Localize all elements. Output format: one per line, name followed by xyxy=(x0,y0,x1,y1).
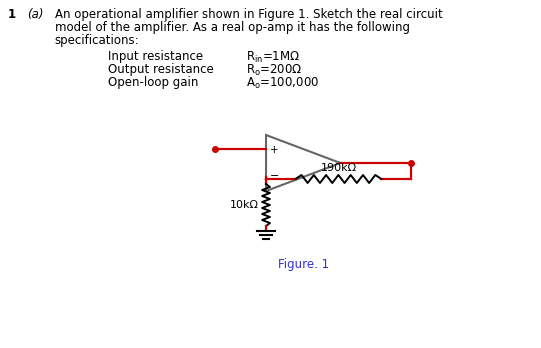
Text: +: + xyxy=(270,144,279,155)
Text: model of the amplifier. As a real op-amp it has the following: model of the amplifier. As a real op-amp… xyxy=(55,21,410,34)
Text: A$_{\mathregular{o}}$=100,000: A$_{\mathregular{o}}$=100,000 xyxy=(247,76,320,91)
Text: An operational amplifier shown in Figure 1. Sketch the real circuit: An operational amplifier shown in Figure… xyxy=(55,8,443,21)
Text: R$_{\mathregular{o}}$=200$\Omega$: R$_{\mathregular{o}}$=200$\Omega$ xyxy=(247,63,303,78)
Text: Open-loop gain: Open-loop gain xyxy=(108,76,198,89)
Text: 1: 1 xyxy=(8,8,16,21)
Text: 190kΩ: 190kΩ xyxy=(320,163,357,173)
Text: (a): (a) xyxy=(28,8,44,21)
Text: Output resistance: Output resistance xyxy=(108,63,213,76)
Text: −: − xyxy=(270,172,279,181)
Text: 10kΩ: 10kΩ xyxy=(230,200,259,210)
Text: R$_{\mathregular{in}}$=1M$\Omega$: R$_{\mathregular{in}}$=1M$\Omega$ xyxy=(247,50,301,65)
Text: Input resistance: Input resistance xyxy=(108,50,203,63)
Text: Figure. 1: Figure. 1 xyxy=(278,258,329,271)
Text: specifications:: specifications: xyxy=(55,34,140,47)
